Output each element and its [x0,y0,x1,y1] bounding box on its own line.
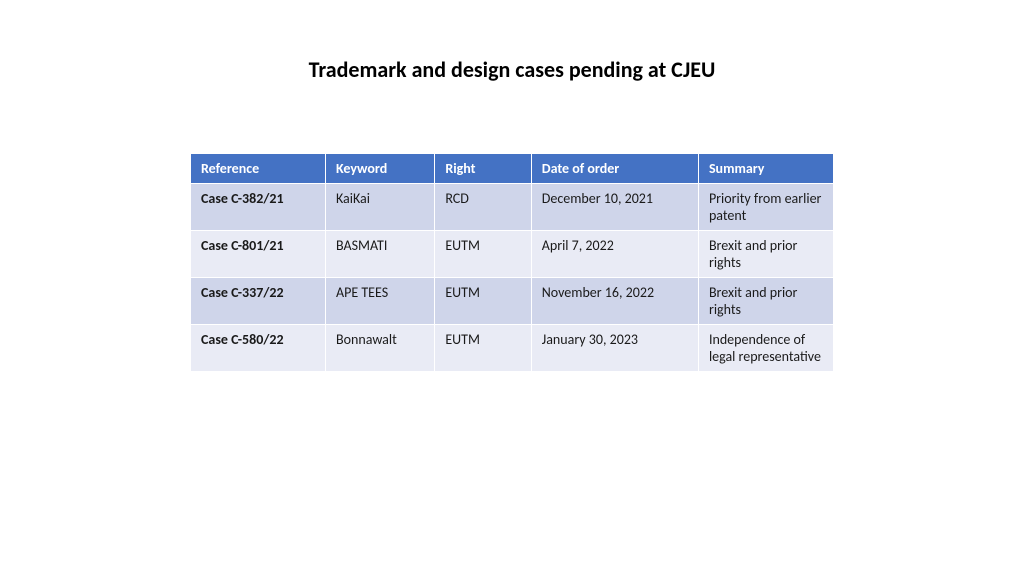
table-row: Case C-580/22BonnawaltEUTMJanuary 30, 20… [191,325,834,372]
table-cell: Case C-337/22 [191,278,326,325]
table-cell: RCD [435,184,531,231]
table-cell: APE TEES [326,278,435,325]
table-cell: Brexit and prior rights [698,278,833,325]
table-cell: December 10, 2021 [531,184,698,231]
table-cell: KaiKai [326,184,435,231]
table-cell: EUTM [435,231,531,278]
table-cell: April 7, 2022 [531,231,698,278]
table-cell: January 30, 2023 [531,325,698,372]
table-cell: November 16, 2022 [531,278,698,325]
table-cell: Brexit and prior rights [698,231,833,278]
table-header-cell: Reference [191,154,326,184]
table-row: Case C-801/21BASMATIEUTMApril 7, 2022Bre… [191,231,834,278]
table-row: Case C-382/21KaiKaiRCDDecember 10, 2021P… [191,184,834,231]
table-cell: Priority from earlier patent [698,184,833,231]
table-header-cell: Summary [698,154,833,184]
page-title: Trademark and design cases pending at CJ… [0,0,1024,83]
table-cell: EUTM [435,325,531,372]
table-cell: Case C-382/21 [191,184,326,231]
table-body: Case C-382/21KaiKaiRCDDecember 10, 2021P… [191,184,834,372]
cases-table: ReferenceKeywordRightDate of orderSummar… [190,153,834,372]
table-container: ReferenceKeywordRightDate of orderSummar… [0,83,1024,372]
table-cell: EUTM [435,278,531,325]
table-header-cell: Date of order [531,154,698,184]
table-header-cell: Keyword [326,154,435,184]
table-cell: Case C-801/21 [191,231,326,278]
table-header-cell: Right [435,154,531,184]
table-cell: Case C-580/22 [191,325,326,372]
table-cell: Independence of legal representative [698,325,833,372]
table-cell: BASMATI [326,231,435,278]
table-header-row: ReferenceKeywordRightDate of orderSummar… [191,154,834,184]
table-cell: Bonnawalt [326,325,435,372]
table-row: Case C-337/22APE TEESEUTMNovember 16, 20… [191,278,834,325]
